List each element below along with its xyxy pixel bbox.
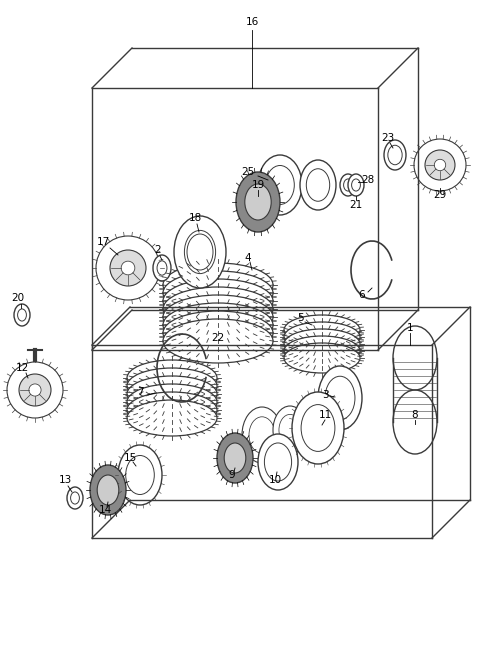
Ellipse shape xyxy=(18,309,26,321)
Ellipse shape xyxy=(284,336,360,366)
Text: 4: 4 xyxy=(245,253,252,263)
Ellipse shape xyxy=(184,230,216,274)
Ellipse shape xyxy=(264,443,292,481)
Circle shape xyxy=(110,250,146,286)
Circle shape xyxy=(425,150,455,180)
Ellipse shape xyxy=(318,366,362,430)
Ellipse shape xyxy=(236,172,280,232)
Circle shape xyxy=(414,139,466,191)
Ellipse shape xyxy=(279,415,301,445)
Ellipse shape xyxy=(97,475,119,505)
Text: 5: 5 xyxy=(297,313,303,323)
Text: 11: 11 xyxy=(318,410,332,420)
Text: 22: 22 xyxy=(211,333,225,343)
Text: 9: 9 xyxy=(228,470,235,480)
Text: 3: 3 xyxy=(322,390,328,400)
Ellipse shape xyxy=(153,255,171,281)
Ellipse shape xyxy=(163,287,273,331)
Ellipse shape xyxy=(163,295,273,339)
Ellipse shape xyxy=(14,304,30,326)
Ellipse shape xyxy=(126,455,154,495)
Ellipse shape xyxy=(127,368,217,404)
Ellipse shape xyxy=(245,184,271,220)
Ellipse shape xyxy=(325,377,355,420)
Text: 25: 25 xyxy=(241,167,254,177)
Text: 17: 17 xyxy=(96,237,109,247)
Text: 12: 12 xyxy=(15,363,29,373)
Ellipse shape xyxy=(384,140,406,170)
Circle shape xyxy=(121,261,135,275)
Ellipse shape xyxy=(266,165,294,205)
Ellipse shape xyxy=(340,174,356,196)
Text: 13: 13 xyxy=(59,475,72,485)
Ellipse shape xyxy=(127,360,217,396)
Circle shape xyxy=(7,362,63,418)
Ellipse shape xyxy=(393,326,437,390)
Ellipse shape xyxy=(127,376,217,412)
Ellipse shape xyxy=(249,417,275,453)
Circle shape xyxy=(434,159,446,171)
Ellipse shape xyxy=(127,400,217,436)
Ellipse shape xyxy=(118,445,162,505)
Ellipse shape xyxy=(284,322,360,352)
Text: 1: 1 xyxy=(407,323,413,333)
Ellipse shape xyxy=(163,311,273,355)
Ellipse shape xyxy=(224,443,246,473)
Text: 8: 8 xyxy=(412,410,418,420)
Ellipse shape xyxy=(258,155,302,215)
Ellipse shape xyxy=(284,343,360,373)
Ellipse shape xyxy=(273,406,307,454)
Ellipse shape xyxy=(127,392,217,428)
Ellipse shape xyxy=(163,303,273,347)
Ellipse shape xyxy=(163,263,273,307)
Ellipse shape xyxy=(67,487,83,509)
Text: 7: 7 xyxy=(137,387,144,397)
Ellipse shape xyxy=(300,160,336,210)
Ellipse shape xyxy=(157,261,167,275)
Ellipse shape xyxy=(284,329,360,359)
Text: 2: 2 xyxy=(155,245,161,255)
Ellipse shape xyxy=(163,271,273,315)
Text: 16: 16 xyxy=(245,17,259,27)
Ellipse shape xyxy=(90,465,126,515)
Ellipse shape xyxy=(127,384,217,420)
Text: 19: 19 xyxy=(252,180,264,190)
Ellipse shape xyxy=(393,390,437,454)
Text: 29: 29 xyxy=(433,190,446,200)
Ellipse shape xyxy=(292,392,344,464)
Ellipse shape xyxy=(388,145,402,165)
Ellipse shape xyxy=(163,319,273,363)
Circle shape xyxy=(29,384,41,396)
Text: 15: 15 xyxy=(123,453,137,463)
Text: 23: 23 xyxy=(382,133,395,143)
Ellipse shape xyxy=(187,234,213,270)
Text: 28: 28 xyxy=(361,175,374,185)
Circle shape xyxy=(96,236,160,300)
Ellipse shape xyxy=(284,315,360,345)
Ellipse shape xyxy=(301,405,335,451)
Ellipse shape xyxy=(163,279,273,323)
Ellipse shape xyxy=(71,492,79,504)
Text: 14: 14 xyxy=(98,505,112,515)
Ellipse shape xyxy=(306,169,330,201)
Ellipse shape xyxy=(242,407,282,463)
Text: 10: 10 xyxy=(268,475,282,485)
Text: 6: 6 xyxy=(359,290,365,300)
Circle shape xyxy=(19,374,51,406)
Ellipse shape xyxy=(258,434,298,490)
Ellipse shape xyxy=(351,179,360,191)
Ellipse shape xyxy=(348,174,364,196)
Text: 21: 21 xyxy=(349,200,362,210)
Text: 20: 20 xyxy=(12,293,24,303)
Text: 18: 18 xyxy=(188,213,202,223)
Ellipse shape xyxy=(344,179,352,191)
Ellipse shape xyxy=(217,433,253,483)
Ellipse shape xyxy=(174,216,226,288)
